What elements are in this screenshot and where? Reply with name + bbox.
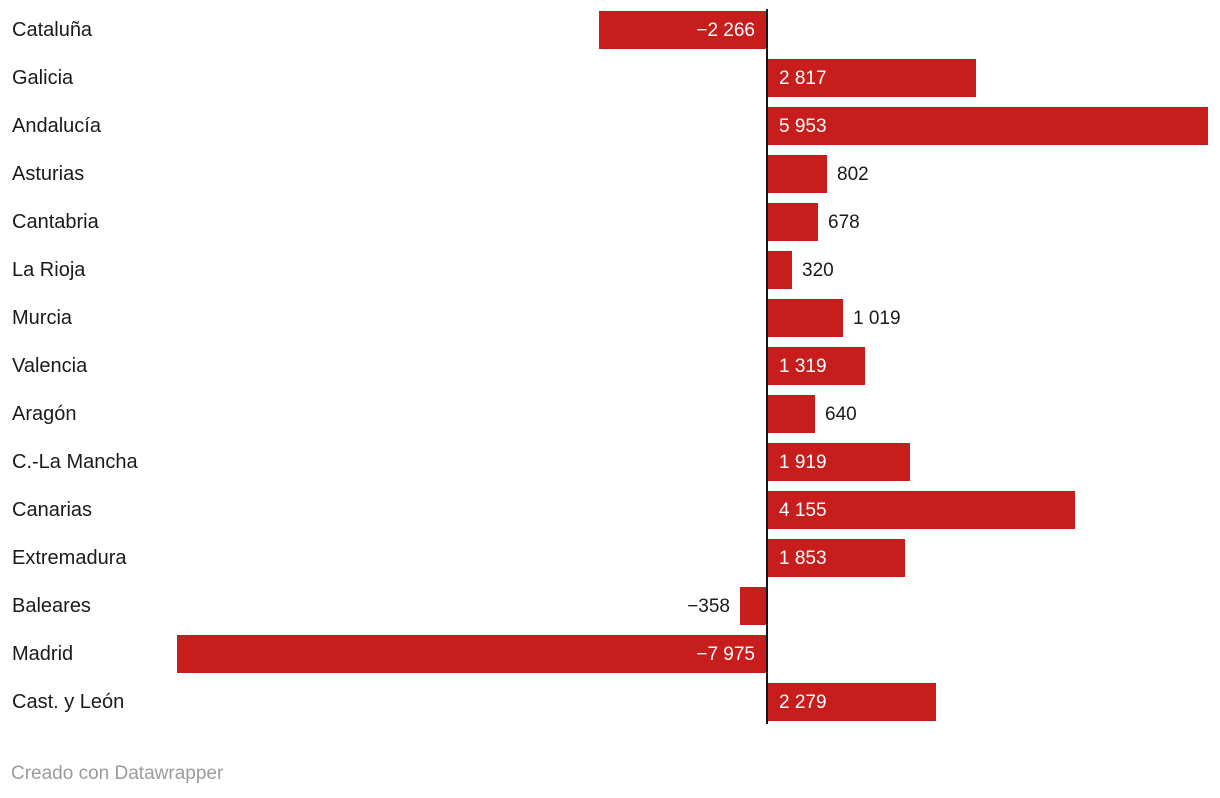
bar xyxy=(768,299,843,337)
bar xyxy=(768,107,1208,145)
value-label: 320 xyxy=(802,260,834,281)
category-label: Asturias xyxy=(12,163,85,185)
value-label: 4 155 xyxy=(779,500,827,521)
bar xyxy=(768,539,905,577)
bar xyxy=(599,11,766,49)
bar xyxy=(177,635,766,673)
bar xyxy=(768,251,792,289)
value-label: 5 953 xyxy=(779,116,827,137)
bar xyxy=(768,203,818,241)
category-label: Andalucía xyxy=(12,115,101,137)
category-label: Galicia xyxy=(12,67,74,89)
category-label: La Rioja xyxy=(12,259,86,281)
category-label: Cataluña xyxy=(12,19,93,41)
bar xyxy=(768,347,865,385)
category-label: Extremadura xyxy=(12,547,127,569)
datawrapper-credit: Creado con Datawrapper xyxy=(11,763,224,784)
bar xyxy=(740,587,766,625)
plot-area: Cataluña −2 266 Galicia 2 817 Andalucía 5 953… xyxy=(12,9,1208,724)
category-label: C.-La Mancha xyxy=(12,451,138,473)
category-label: Cantabria xyxy=(12,211,99,233)
value-label: 2 279 xyxy=(779,692,827,713)
value-label: 640 xyxy=(825,404,857,425)
value-label: 1 319 xyxy=(779,356,827,377)
category-label: Valencia xyxy=(12,355,88,377)
value-label: −2 266 xyxy=(696,20,755,41)
value-label: −358 xyxy=(687,596,730,617)
bar xyxy=(768,155,827,193)
category-label: Madrid xyxy=(12,643,74,665)
value-label: 1 019 xyxy=(853,308,901,329)
category-label: Canarias xyxy=(12,499,93,521)
value-label: 1 919 xyxy=(779,452,827,473)
bar xyxy=(768,59,976,97)
value-label: 1 853 xyxy=(779,548,827,569)
bar xyxy=(768,491,1075,529)
category-label: Cast. y León xyxy=(12,691,125,713)
bar xyxy=(768,443,910,481)
category-label: Baleares xyxy=(12,595,91,617)
value-label: −7 975 xyxy=(696,644,755,665)
category-label: Murcia xyxy=(12,307,73,329)
bar xyxy=(768,683,936,721)
value-label: 678 xyxy=(828,212,860,233)
category-label: Aragón xyxy=(12,403,77,425)
value-label: 2 817 xyxy=(779,68,827,89)
bar xyxy=(768,395,815,433)
value-label: 802 xyxy=(837,164,869,185)
zero-axis-line xyxy=(766,9,768,724)
